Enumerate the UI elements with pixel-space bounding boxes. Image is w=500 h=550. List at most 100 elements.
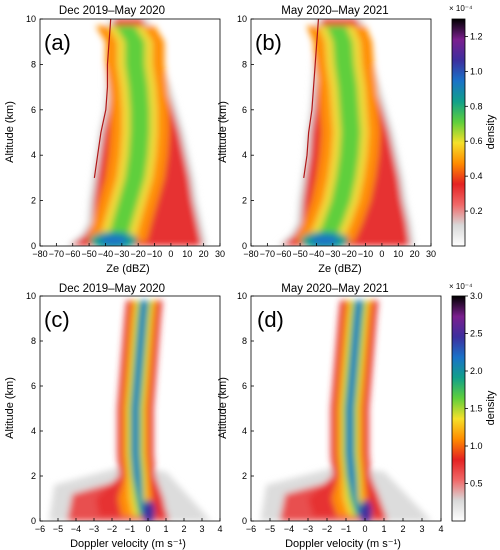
y-tick-label: 6 <box>242 381 247 391</box>
panel-b-ylabel: Altitude (km) <box>217 101 229 163</box>
y-tick-label: 6 <box>242 105 247 115</box>
panel-d-ylabel: Altitude (km) <box>217 377 229 439</box>
x-tick-label: 1 <box>163 524 168 534</box>
y-tick-label: 4 <box>242 426 247 436</box>
y-tick-label: 4 <box>31 426 36 436</box>
colorbar-top-frame <box>451 18 466 247</box>
x-tick-label: −30 <box>114 249 129 259</box>
x-tick-label: −3 <box>303 524 313 534</box>
x-tick-label: −50 <box>292 249 307 259</box>
panel-d: May 2020–May 2021 (d) Doppler velocity (… <box>217 283 444 550</box>
x-tick-label: −1 <box>341 524 351 534</box>
panel-a-xticks: −80 −70 −60 −50 −40 −30 −20 −10 0 10 20 30 <box>32 243 225 259</box>
panel-c-xticks: −6 −5 −4 −3 −2 −1 0 1 2 3 4 <box>35 518 223 534</box>
density-peak-band <box>107 25 150 242</box>
panel-b-yticks: 0 2 4 6 8 10 <box>237 14 254 251</box>
x-tick-label: −30 <box>325 249 340 259</box>
x-tick-label: 4 <box>438 524 443 534</box>
y-tick-label: 0 <box>31 516 36 526</box>
x-tick-label: 3 <box>199 524 204 534</box>
x-tick-label: −20 <box>342 249 357 259</box>
x-tick-label: −3 <box>89 524 99 534</box>
colorbar-top-label: density <box>485 114 497 149</box>
density-max-band <box>132 300 148 517</box>
surface-peak <box>142 500 155 521</box>
x-tick-label: 2 <box>181 524 186 534</box>
colorbar-tick-label: 1.5 <box>470 404 483 414</box>
x-tick-label: 20 <box>199 249 209 259</box>
density-field <box>49 300 211 521</box>
density-max-band <box>346 300 363 517</box>
y-tick-label: 10 <box>26 14 36 24</box>
panel-c-title: Dec 2019–May 2020 <box>59 283 165 295</box>
x-tick-label: −80 <box>32 249 47 259</box>
y-tick-label: 6 <box>31 105 36 115</box>
panel-b-frame <box>250 18 432 247</box>
panel-b-plot-area <box>277 19 415 246</box>
x-tick-label: 2 <box>400 524 405 534</box>
colorbar-bottom-label: density <box>485 390 497 425</box>
density-peak-band <box>314 25 361 242</box>
panel-a-frame <box>39 18 221 247</box>
y-tick-label: 0 <box>31 241 36 251</box>
panel-c-label: (c) <box>44 307 70 332</box>
x-tick-label: 0 <box>362 524 367 534</box>
panel-d-plot-area <box>260 300 432 521</box>
panel-d-label: (d) <box>257 307 284 332</box>
colorbar-tick-label: 0.4 <box>470 171 483 181</box>
panel-c-ylabel: Altitude (km) <box>4 377 16 439</box>
y-tick-label: 8 <box>31 59 36 69</box>
y-tick-label: 2 <box>31 196 36 206</box>
panel-a-label: (a) <box>44 30 71 55</box>
y-tick-label: 6 <box>31 381 36 391</box>
density-field <box>277 19 415 246</box>
colorbar-tick-label: 0.2 <box>470 206 483 216</box>
x-tick-label: −10 <box>358 249 373 259</box>
x-tick-label: 1 <box>381 524 386 534</box>
panel-a-plot-area <box>66 19 207 246</box>
colorbar-tick-label: 1.0 <box>470 441 483 451</box>
panel-b: May 2020–May 2021 (b) Ze (dBZ) Altitude … <box>217 5 436 275</box>
colorbar-tick-label: 0.5 <box>470 479 483 489</box>
density-field <box>260 300 432 521</box>
y-tick-label: 4 <box>242 150 247 160</box>
x-tick-label: 30 <box>215 249 225 259</box>
y-tick-label: 0 <box>242 516 247 526</box>
panel-b-xlabel: Ze (dBZ) <box>318 263 361 275</box>
panel-a-title: Dec 2019–May 2020 <box>59 5 165 17</box>
panel-d-xticks: −6 −5 −4 −3 −2 −1 0 1 2 3 4 <box>246 518 444 534</box>
x-tick-label: 0 <box>145 524 150 534</box>
x-tick-label: −5 <box>53 524 63 534</box>
panel-d-title: May 2020–May 2021 <box>281 283 388 295</box>
x-tick-label: −6 <box>35 524 45 534</box>
colorbar-tick-label: 2.0 <box>470 366 483 376</box>
x-tick-label: 20 <box>410 249 420 259</box>
panel-c: Dec 2019–May 2020 (c) Doppler velocity (… <box>4 283 223 550</box>
x-tick-label: 10 <box>182 249 192 259</box>
x-tick-label: −2 <box>322 524 332 534</box>
x-tick-label: 0 <box>168 249 173 259</box>
y-tick-label: 2 <box>242 196 247 206</box>
density-field <box>66 19 207 246</box>
x-tick-label: −6 <box>246 524 256 534</box>
y-tick-label: 2 <box>31 471 36 481</box>
x-tick-label: −2 <box>107 524 117 534</box>
x-tick-label: −1 <box>125 524 135 534</box>
y-tick-label: 8 <box>242 336 247 346</box>
colorbar-bottom: × 10⁻⁴ density 0.5 1.0 1.5 2.0 2.5 3.0 <box>449 282 497 522</box>
edge-artifact <box>93 19 112 178</box>
colorbar-tick-label: 0.6 <box>470 136 483 146</box>
panel-c-yticks: 0 2 4 6 8 10 <box>26 291 43 526</box>
x-tick-label: −70 <box>260 249 275 259</box>
x-tick-label: 0 <box>379 249 384 259</box>
colorbar-bottom-multiplier: × 10⁻⁴ <box>449 282 473 291</box>
x-tick-label: −50 <box>81 249 96 259</box>
colorbar-top-bar <box>452 19 465 246</box>
colorbar-tick-label: 0.8 <box>470 101 483 111</box>
x-tick-label: −40 <box>98 249 113 259</box>
panel-d-xlabel: Doppler velocity (m s⁻¹) <box>285 538 401 550</box>
y-tick-label: 10 <box>237 291 247 301</box>
y-tick-label: 2 <box>242 471 247 481</box>
x-tick-label: 10 <box>393 249 403 259</box>
